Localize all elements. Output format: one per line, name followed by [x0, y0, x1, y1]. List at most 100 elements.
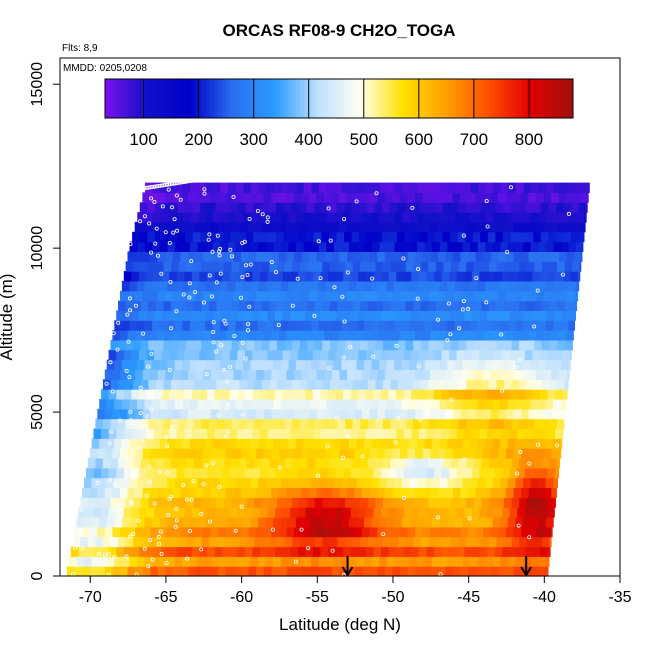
heatmap-cell [517, 310, 526, 321]
heatmap-cell [140, 261, 149, 272]
heatmap-cell [238, 231, 247, 243]
heatmap-cell [330, 339, 339, 351]
heatmap-cell [193, 418, 202, 429]
heatmap-cell [528, 408, 537, 420]
sample-point [325, 444, 330, 449]
heatmap-cell [407, 369, 416, 380]
heatmap-cell [333, 517, 342, 528]
heatmap-cell [348, 280, 358, 292]
heatmap-cell [148, 300, 157, 311]
heatmap-cell [241, 566, 250, 577]
heatmap-cell [267, 310, 276, 321]
colorbar-swatch [405, 79, 410, 118]
heatmap-cell [246, 458, 255, 469]
sample-point [144, 414, 149, 419]
heatmap-cell [397, 202, 406, 213]
heatmap-cell [435, 339, 445, 351]
heatmap-cell [161, 389, 170, 400]
heatmap-cell [248, 526, 257, 538]
heatmap-cell [150, 487, 159, 498]
heatmap-cell [210, 251, 219, 262]
heatmap-cell [422, 448, 431, 459]
heatmap-cell [521, 330, 530, 341]
heatmap-cell [307, 300, 316, 311]
heatmap-cell [364, 241, 373, 252]
heatmap-cell [135, 448, 144, 459]
heatmap-cell [500, 517, 509, 528]
heatmap-cell [345, 379, 354, 390]
heatmap-cell [176, 428, 185, 439]
heatmap-cell [263, 408, 272, 420]
heatmap-cell [295, 556, 305, 567]
heatmap-cell [460, 330, 469, 341]
heatmap-cell [127, 330, 136, 341]
heatmap-cell [419, 202, 428, 213]
heatmap-cell [171, 458, 180, 469]
heatmap-cell [294, 290, 303, 302]
heatmap-cell [492, 517, 501, 528]
heatmap-cell [394, 438, 403, 449]
heatmap-cell [358, 349, 367, 361]
heatmap-cell [248, 369, 257, 380]
heatmap-cell [417, 320, 426, 331]
heatmap-cell [568, 280, 577, 292]
heatmap-cell [106, 359, 115, 370]
heatmap-cell [335, 546, 344, 557]
heatmap-cell [212, 399, 221, 410]
sample-point [79, 507, 84, 512]
heatmap-cell [411, 428, 420, 439]
heatmap-cell [142, 408, 151, 420]
heatmap-cell [427, 231, 436, 243]
heatmap-cell [394, 212, 403, 223]
heatmap-cell [276, 202, 285, 213]
heatmap-cell [367, 379, 376, 390]
heatmap-cell [142, 566, 151, 577]
heatmap-cell [462, 241, 471, 252]
heatmap-cell [375, 458, 384, 469]
heatmap-cell [150, 566, 159, 577]
heatmap-cell [396, 507, 405, 518]
heatmap-cell [415, 290, 424, 302]
heatmap-cell [193, 497, 202, 508]
heatmap-cell [172, 290, 182, 302]
heatmap-cell [212, 212, 222, 223]
heatmap-cell [118, 300, 127, 311]
heatmap-cell [392, 369, 401, 380]
heatmap-cell [369, 487, 378, 498]
heatmap-cell [182, 280, 191, 292]
heatmap-cell [547, 428, 556, 439]
heatmap-cell [210, 566, 219, 577]
heatmap-cell [505, 330, 515, 341]
heatmap-cell [242, 517, 252, 528]
sample-point [371, 354, 376, 359]
heatmap-cell [394, 241, 403, 252]
heatmap-cell [381, 310, 390, 321]
sample-point [484, 198, 489, 203]
heatmap-cell [420, 536, 429, 548]
heatmap-cell [564, 379, 569, 390]
heatmap-cell [440, 212, 449, 223]
heatmap-cell [530, 399, 539, 410]
heatmap-cell [500, 359, 509, 370]
heatmap-cell [140, 300, 149, 311]
heatmap-cell [528, 192, 537, 203]
sample-point [207, 232, 212, 237]
colorbar-swatch [378, 79, 383, 118]
heatmap-cell [273, 556, 282, 567]
heatmap-cell [532, 507, 541, 518]
heatmap-cell [479, 271, 488, 282]
heatmap-cell [281, 212, 290, 223]
heatmap-cell [392, 251, 401, 262]
heatmap-cell [121, 399, 131, 410]
heatmap-cell [200, 231, 209, 243]
heatmap-cell [418, 310, 428, 321]
heatmap-cell [308, 221, 317, 233]
heatmap-cell [458, 458, 467, 469]
heatmap-cell [435, 458, 445, 469]
heatmap-cell [201, 339, 210, 351]
heatmap-cell [404, 202, 413, 213]
heatmap-cell [254, 497, 263, 508]
heatmap-cell [280, 399, 289, 410]
heatmap-cell [333, 399, 342, 410]
heatmap-cell [230, 231, 239, 243]
